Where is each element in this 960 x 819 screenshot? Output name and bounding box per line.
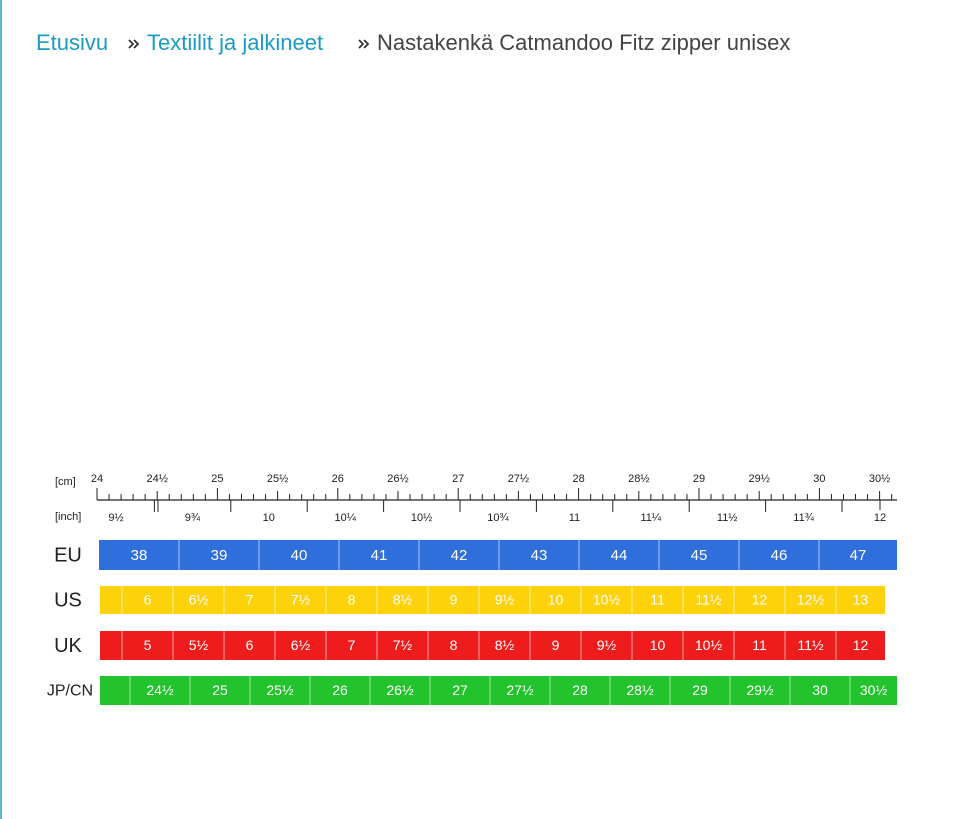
size-cell: 6½: [291, 637, 311, 653]
size-cell: 47: [850, 547, 867, 564]
size-cell: 29½: [746, 682, 774, 698]
size-cell: 40: [291, 547, 308, 564]
size-cell: 27½: [506, 682, 534, 698]
cm-tick-label: 25: [211, 473, 223, 485]
inch-tick-label: 10¼: [334, 512, 356, 524]
size-cell: 28½: [626, 682, 654, 698]
size-row: [100, 676, 897, 705]
size-cell: 11½: [797, 637, 824, 653]
inch-label: [inch]: [55, 511, 81, 523]
size-cell: 46: [771, 547, 788, 564]
cm-tick-label: 29: [693, 473, 705, 485]
size-cell: 42: [451, 547, 468, 564]
inch-tick-label: 10¾: [487, 512, 509, 524]
size-cell: 11: [752, 637, 767, 653]
size-cell: 6: [144, 592, 152, 608]
size-cell: 7½: [291, 592, 311, 608]
size-cell: 29: [692, 682, 708, 698]
size-cell: 28: [572, 682, 588, 698]
inch-tick-label: 9½: [108, 512, 123, 524]
inch-tick-label: 10: [263, 512, 275, 524]
size-cell: 24½: [146, 682, 174, 698]
size-cell: 11½: [695, 592, 722, 608]
size-cell: 26: [332, 682, 348, 698]
size-cell: 45: [691, 547, 708, 564]
size-cell: 12: [853, 637, 869, 653]
inch-tick-label: 11: [569, 512, 580, 524]
size-cell: 10½: [695, 637, 723, 653]
cm-label: [cm]: [55, 476, 76, 488]
size-cell: 7½: [393, 637, 413, 653]
inch-tick-label: 11¾: [793, 512, 814, 524]
row-label: UK: [54, 635, 82, 657]
size-cell: 10: [650, 637, 666, 653]
size-cell: 30½: [860, 682, 888, 698]
size-cell: 5½: [189, 637, 209, 653]
inch-tick-label: 9¾: [185, 512, 201, 524]
size-cell: 11: [650, 592, 665, 608]
size-cell: 13: [853, 592, 869, 608]
breadcrumb-link[interactable]: Textiilit ja jalkineet: [147, 30, 323, 55]
size-cell: 30: [812, 682, 828, 698]
size-cell: 12: [752, 592, 768, 608]
size-cell: 12½: [797, 592, 825, 608]
size-cell: 5: [144, 637, 152, 653]
cm-tick-label: 28½: [628, 473, 649, 485]
size-cell: 44: [611, 547, 628, 564]
size-cell: 6½: [189, 592, 209, 608]
cm-tick-label: 25½: [267, 473, 288, 485]
size-cell: 8: [348, 592, 356, 608]
size-cell: 10: [548, 592, 564, 608]
size-cell: 25½: [266, 682, 294, 698]
size-cell: 7: [348, 637, 356, 653]
size-cell: 9½: [495, 592, 515, 608]
size-row: [100, 631, 885, 660]
size-cell: 9½: [597, 637, 617, 653]
size-cell: 8: [450, 637, 458, 653]
cm-tick-label: 30: [813, 473, 825, 485]
inch-tick-label: 11½: [717, 512, 738, 524]
left-edge: [0, 0, 2, 819]
size-cell: 43: [531, 547, 548, 564]
size-row: [99, 540, 897, 570]
cm-tick-label: 28: [572, 473, 584, 485]
size-cell: 9: [450, 592, 458, 608]
cm-tick-label: 26½: [387, 473, 408, 485]
breadcrumb-current: Nastakenkä Catmandoo Fitz zipper unisex: [377, 30, 790, 55]
cm-tick-label: 30½: [869, 473, 890, 485]
cm-tick-label: 24½: [146, 473, 167, 485]
inch-tick-label: 12: [874, 512, 886, 524]
cm-tick-label: 29½: [748, 473, 769, 485]
breadcrumb-separator: [358, 39, 370, 49]
size-cell: 39: [211, 547, 228, 564]
row-label: JP/CN: [47, 683, 93, 700]
size-cell: 41: [371, 547, 388, 564]
cm-tick-label: 26: [332, 473, 344, 485]
breadcrumb-separator: [128, 39, 140, 49]
breadcrumb-link[interactable]: Etusivu: [36, 30, 108, 55]
inch-tick-label: 10½: [411, 512, 432, 524]
cm-tick-label: 27½: [508, 473, 529, 485]
size-cell: 8½: [495, 637, 515, 653]
size-row: [100, 586, 885, 614]
size-cell: 26½: [386, 682, 414, 698]
cm-tick-label: 24: [91, 473, 103, 485]
size-cell: 10½: [593, 592, 621, 608]
inch-tick-label: 11¼: [641, 512, 662, 524]
cm-tick-label: 27: [452, 473, 464, 485]
size-cell: 9: [552, 637, 560, 653]
size-cell: 25: [212, 682, 228, 698]
size-cell: 8½: [393, 592, 413, 608]
row-label: US: [54, 589, 82, 611]
size-cell: 38: [131, 547, 148, 564]
size-cell: 7: [246, 592, 254, 608]
row-label: EU: [54, 544, 82, 566]
size-cell: 27: [452, 682, 468, 698]
size-cell: 6: [246, 637, 254, 653]
